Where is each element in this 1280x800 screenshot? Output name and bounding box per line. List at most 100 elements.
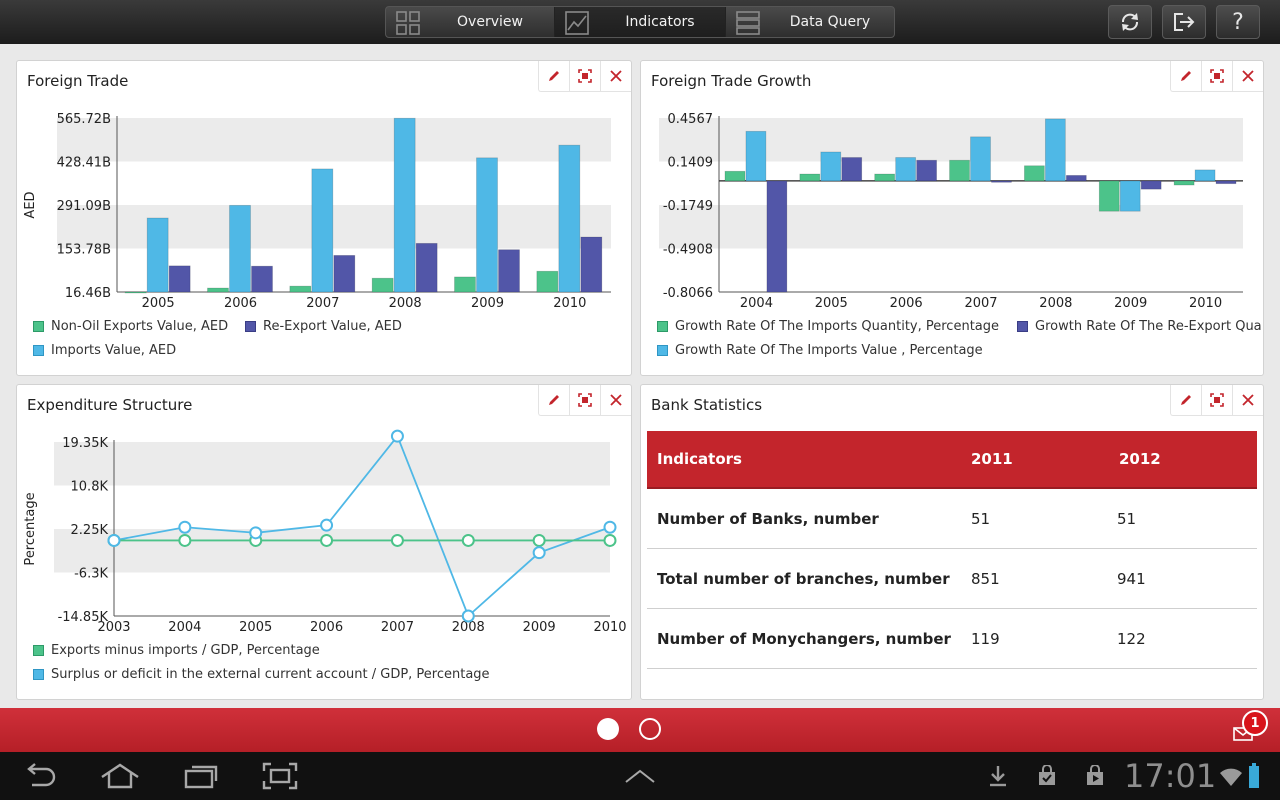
- view-switcher: Overview Indicators Data Query: [385, 6, 895, 38]
- legend-label: Exports minus imports / GDP, Percentage: [51, 643, 320, 658]
- data-point: [178, 533, 192, 547]
- data-point: [461, 609, 475, 623]
- edit-button[interactable]: [1171, 385, 1202, 415]
- panel-toolbar: [538, 385, 631, 416]
- close-button[interactable]: [1233, 385, 1263, 415]
- tab-overview[interactable]: Overview: [386, 7, 555, 37]
- table-cell: 941: [1117, 569, 1146, 588]
- y-tick-label: 19.35K: [62, 436, 108, 451]
- page-indicator-2[interactable]: [639, 718, 661, 740]
- y-tick-label: 153.78B: [57, 243, 111, 258]
- home-button[interactable]: [98, 752, 142, 800]
- x-tick-label: 2006: [890, 296, 923, 311]
- back-button[interactable]: [18, 752, 62, 800]
- bar: [1173, 180, 1195, 186]
- table-cell: 119: [971, 629, 1000, 648]
- wifi-icon: [1220, 768, 1242, 786]
- bar: [536, 270, 559, 293]
- x-tick-label: 2010: [1189, 296, 1222, 311]
- maximize-button[interactable]: [570, 61, 601, 91]
- market-update-notification[interactable]: [1082, 752, 1108, 800]
- line-chart-icon: [565, 11, 589, 35]
- maximize-button[interactable]: [1202, 61, 1233, 91]
- data-point: [390, 533, 404, 547]
- x-tick-label: 2005: [239, 620, 272, 635]
- foreign-trade-growth-panel: Foreign Trade Growth 0.4567 0.1409 -0.1749…: [640, 60, 1264, 376]
- bar: [949, 159, 970, 182]
- tab-data-query[interactable]: Data Query: [726, 7, 894, 37]
- bar: [476, 157, 498, 293]
- table-row[interactable]: Number of Banks, number 51 51: [647, 489, 1257, 549]
- y-tick-label: 565.72B: [57, 112, 111, 127]
- legend-swatch: [657, 321, 668, 332]
- download-icon: [990, 766, 1006, 787]
- table-cell: Total number of branches, number: [657, 569, 950, 588]
- bar: [168, 265, 191, 293]
- close-icon: [1242, 70, 1254, 82]
- expenditure-structure-chart: 19.35K 10.8K 2.25K -6.3K -14.85K Percentage 20…: [23, 429, 627, 635]
- bar: [415, 242, 438, 293]
- panel-title: Foreign Trade Growth: [651, 72, 812, 90]
- legend-label: Non-Oil Exports Value, AED: [51, 319, 229, 334]
- bank-statistics-panel: Bank Statistics Indicators 2011 2012 Num…: [640, 384, 1264, 700]
- top-bar: Overview Indicators Data Query: [0, 0, 1280, 44]
- column-header: 2012: [1119, 450, 1161, 468]
- screenshot-button[interactable]: [258, 752, 302, 800]
- maximize-icon: [578, 69, 592, 83]
- bar: [916, 159, 937, 182]
- y-tick-label: 2.25K: [71, 523, 109, 538]
- pencil-icon: [1181, 395, 1191, 405]
- close-icon: [1242, 394, 1254, 406]
- pencil-icon: [1181, 71, 1191, 81]
- table-cell: 122: [1117, 629, 1146, 648]
- logout-icon: [1174, 13, 1195, 31]
- bar: [1140, 180, 1162, 190]
- download-notification[interactable]: [986, 752, 1010, 800]
- x-tick-label: 2010: [553, 296, 586, 311]
- panel-title: Expenditure Structure: [27, 396, 193, 414]
- maximize-button[interactable]: [1202, 385, 1233, 415]
- table-row[interactable]: Total number of branches, number 851 941: [647, 549, 1257, 609]
- market-notification[interactable]: [1034, 752, 1060, 800]
- maximize-button[interactable]: [570, 385, 601, 415]
- data-point: [178, 520, 192, 534]
- table-row[interactable]: Number of Monychangers, number 119 122: [647, 609, 1257, 669]
- legend-swatch: [33, 669, 44, 680]
- logout-button[interactable]: [1162, 5, 1206, 39]
- help-button[interactable]: ?: [1216, 5, 1260, 39]
- x-tick-label: 2010: [593, 620, 626, 635]
- bar: [289, 285, 312, 293]
- back-icon: [27, 763, 56, 787]
- y-tick-label: -0.4908: [663, 243, 713, 258]
- bar: [1098, 180, 1120, 212]
- x-tick-label: 2008: [452, 620, 485, 635]
- data-point: [249, 526, 263, 540]
- data-point: [603, 533, 617, 547]
- x-tick-label: 2008: [1039, 296, 1072, 311]
- app-drawer-chevron[interactable]: [620, 752, 660, 800]
- edit-button[interactable]: [539, 385, 570, 415]
- legend-swatch: [657, 345, 668, 356]
- y-tick-label: 10.8K: [71, 480, 109, 495]
- recent-apps-button[interactable]: [180, 752, 224, 800]
- edit-button[interactable]: [1171, 61, 1202, 91]
- close-button[interactable]: [601, 385, 631, 415]
- x-tick-label: 2008: [389, 296, 422, 311]
- bank-statistics-table: Indicators 2011 2012 Number of Banks, nu…: [647, 431, 1257, 669]
- page-indicator-1[interactable]: [597, 718, 619, 740]
- refresh-button[interactable]: [1108, 5, 1152, 39]
- battery-icon: [1249, 763, 1259, 788]
- edit-button[interactable]: [539, 61, 570, 91]
- y-tick-label: 0.4567: [668, 112, 714, 127]
- y-tick-label: 16.46B: [65, 286, 111, 301]
- close-button[interactable]: [601, 61, 631, 91]
- legend-item: Surplus or deficit in the external curre…: [33, 667, 490, 682]
- bar: [207, 287, 229, 293]
- bar: [1119, 180, 1141, 212]
- expenditure-structure-panel: Expenditure Structure 19.35K 10.8K 2.25K -6…: [16, 384, 632, 700]
- panel-title: Bank Statistics: [651, 396, 763, 414]
- bar: [970, 136, 991, 182]
- tab-indicators[interactable]: Indicators: [555, 7, 726, 37]
- notifications-button[interactable]: 1: [1230, 710, 1270, 748]
- close-button[interactable]: [1233, 61, 1263, 91]
